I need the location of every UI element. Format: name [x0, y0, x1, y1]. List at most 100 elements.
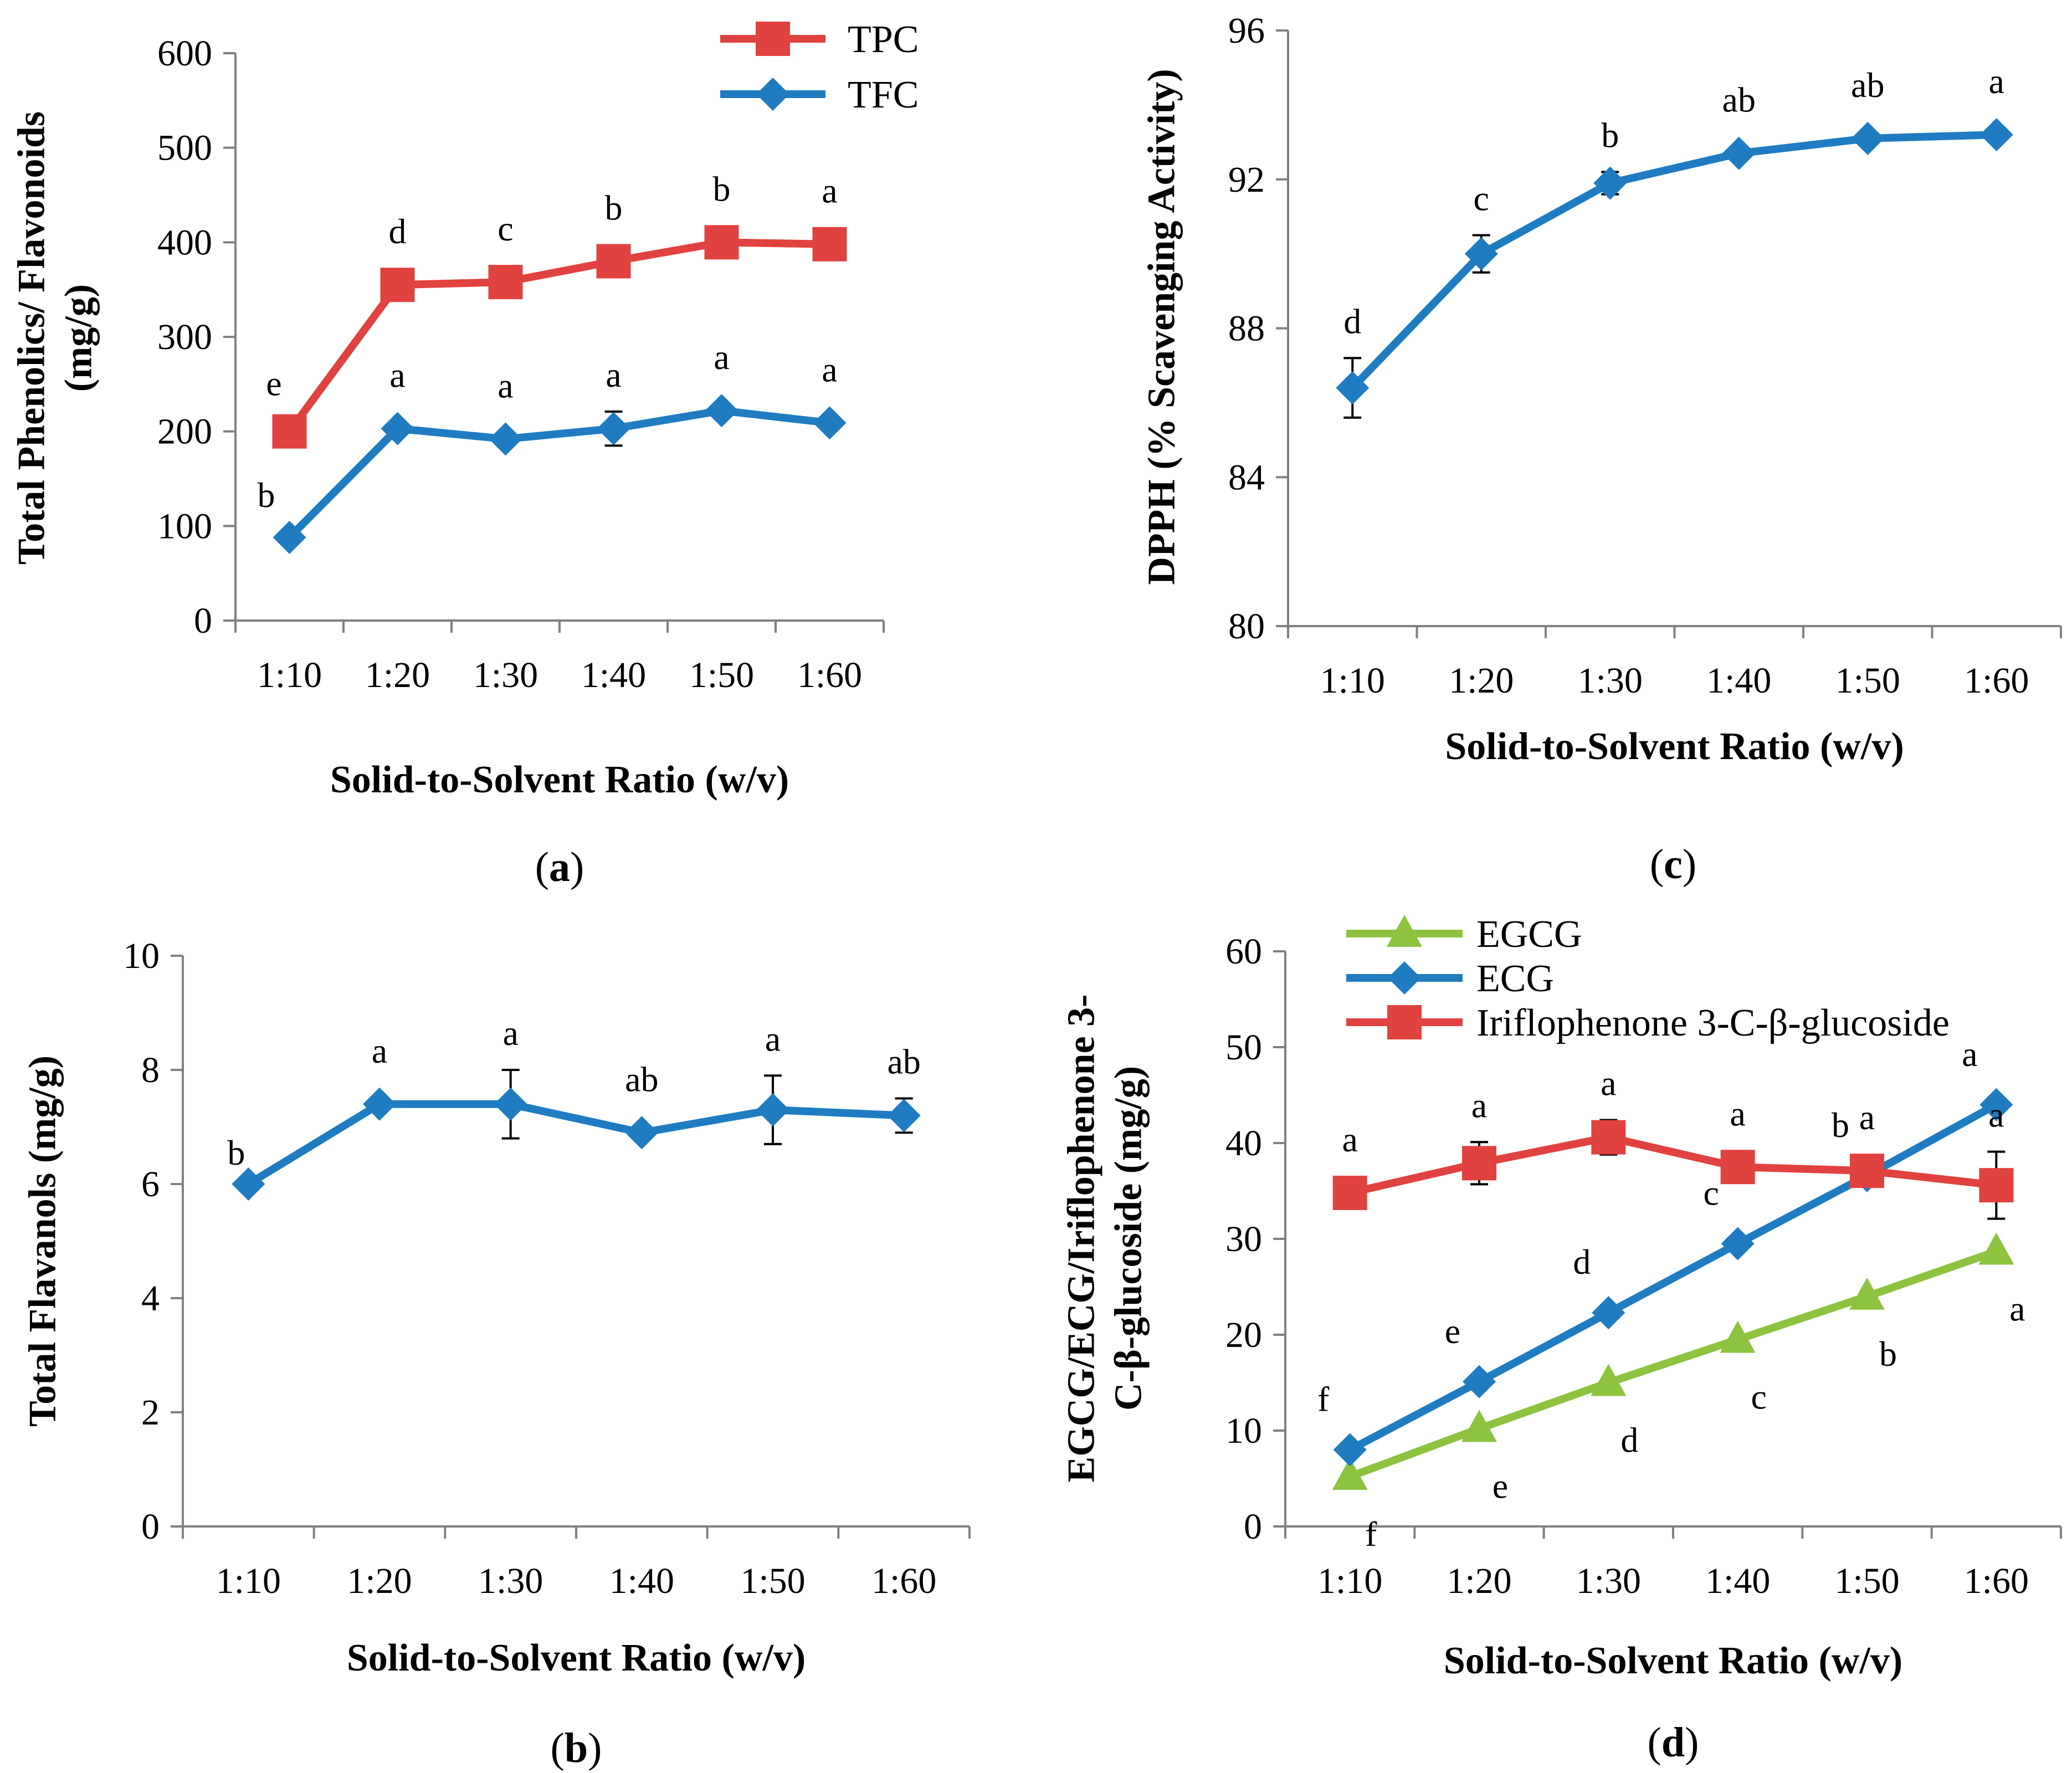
y-axis-title: (mg/g) — [58, 284, 100, 392]
data-point — [272, 414, 307, 449]
significance-letter: a — [1989, 62, 2004, 101]
x-tick-label: 1:60 — [871, 1561, 936, 1601]
data-point — [1591, 1364, 1627, 1396]
significance-letter: f — [1365, 1514, 1377, 1554]
legend-label: TFC — [848, 74, 919, 116]
series-line — [1348, 1101, 1998, 1453]
y-tick-label: 40 — [1225, 1123, 1262, 1164]
significance-letter: a — [502, 1013, 518, 1053]
x-axis-title: Solid-to-Solvent Ratio (w/v) — [347, 1637, 806, 1679]
data-point — [756, 1093, 789, 1127]
series-total-flavanols: b a a ab a ab — [227, 1013, 921, 1201]
x-axis-title: Solid-to-Solvent Ratio (w/v) — [330, 759, 789, 801]
data-point — [1720, 1150, 1755, 1185]
data-point — [1722, 136, 1756, 170]
series-iriflophenone-3-c-glucoside: a a a a a a — [1332, 1063, 2014, 1220]
data-point — [597, 412, 630, 445]
data-point — [812, 227, 847, 262]
data-point — [1850, 1154, 1884, 1188]
data-point — [596, 244, 631, 279]
x-tick-label: 1:30 — [473, 655, 538, 695]
data-point — [1593, 166, 1627, 200]
series-line — [286, 238, 830, 434]
significance-letter: a — [714, 337, 729, 377]
series-tfc: b a a a a a — [258, 337, 847, 554]
significance-letter: c — [1703, 1174, 1719, 1213]
y-tick-label: 20 — [1225, 1315, 1262, 1355]
x-tick-label: 1:30 — [1578, 660, 1643, 701]
data-point — [1979, 1088, 2013, 1121]
series-line — [1350, 131, 1997, 391]
significance-letter: a — [765, 1019, 781, 1058]
significance-letter: e — [1493, 1467, 1508, 1506]
data-point — [1720, 1320, 1756, 1353]
data-point — [1721, 1227, 1755, 1260]
significance-letter: b — [1879, 1334, 1897, 1374]
y-tick-label: 600 — [157, 33, 212, 74]
y-tick-label: 92 — [1228, 160, 1265, 200]
x-tick-label: 1:60 — [797, 655, 862, 695]
panel-label-close: ) — [588, 1725, 602, 1771]
data-point — [380, 268, 415, 303]
y-axis-title: Total Phenolics/ Flavonoids — [11, 111, 53, 565]
y-tick-label: 200 — [157, 412, 212, 452]
y-tick-label: 300 — [157, 317, 212, 357]
series-line — [286, 407, 830, 540]
x-tick-label: 1:50 — [740, 1561, 805, 1601]
panel-label-open: ( — [1650, 841, 1664, 888]
data-point — [494, 1087, 527, 1121]
legend-marker — [756, 78, 789, 111]
y-tick-label: 84 — [1228, 457, 1265, 498]
significance-letter: ab — [1851, 65, 1884, 105]
significance-letter: d — [1573, 1242, 1591, 1282]
data-point — [1591, 1120, 1626, 1155]
legend-marker — [1387, 915, 1422, 947]
legend-marker — [756, 22, 790, 56]
panel-label-letter: c — [1664, 841, 1683, 888]
panel-label-open: ( — [551, 1725, 565, 1771]
data-point — [1849, 1277, 1885, 1310]
y-tick-label: 500 — [157, 128, 212, 168]
chart-panel-a: 0 100 200 300 400 500 600 1:10 1:20 1:30 1:40 1:50 1… — [11, 18, 919, 890]
y-tick-label: 4 — [141, 1278, 160, 1319]
y-tick-label: 6 — [141, 1164, 160, 1205]
significance-letter: f — [1317, 1380, 1330, 1419]
data-point — [1332, 1175, 1367, 1210]
x-axis-title: Solid-to-Solvent Ratio (w/v) — [1445, 725, 1904, 768]
panel-label: (a) — [535, 844, 584, 890]
panel-label: (b) — [551, 1725, 602, 1771]
significance-letter: c — [498, 209, 513, 248]
significance-letter: a — [1342, 1120, 1357, 1159]
legend-marker — [1387, 1005, 1422, 1039]
data-point — [1461, 1410, 1497, 1442]
panel-label-letter: a — [549, 844, 570, 890]
significance-letter: a — [389, 356, 405, 395]
data-point — [1333, 1433, 1367, 1467]
x-tick-label: 1:50 — [1835, 660, 1900, 701]
significance-letter: a — [1988, 1095, 2004, 1135]
legend-label: ECG — [1476, 957, 1554, 1000]
x-tick-label: 1:20 — [1449, 660, 1514, 701]
significance-letter: a — [1859, 1098, 1875, 1137]
y-tick-label: 60 — [1225, 931, 1262, 972]
y-tick-label: 2 — [141, 1392, 160, 1433]
significance-letter: b — [227, 1133, 245, 1172]
x-tick-label: 1:60 — [1964, 1561, 2029, 1601]
data-point — [1978, 1232, 2014, 1265]
significance-letter: e — [1445, 1311, 1460, 1351]
data-point — [1462, 1146, 1496, 1181]
x-tick-label: 1:20 — [365, 655, 430, 695]
y-axis-title: DPPH (% Scavenging Activity) — [1141, 69, 1183, 585]
legend: TPC TFC — [720, 18, 919, 116]
significance-letter: d — [389, 212, 407, 251]
panel-label: (c) — [1650, 841, 1696, 888]
significance-letter: d — [1620, 1421, 1638, 1460]
y-tick-label: 400 — [157, 222, 212, 263]
data-point — [273, 520, 306, 554]
y-tick-label: 80 — [1228, 606, 1265, 647]
data-point — [381, 412, 414, 445]
series-line — [1349, 1133, 1997, 1197]
panel-label: (d) — [1648, 1719, 1699, 1766]
